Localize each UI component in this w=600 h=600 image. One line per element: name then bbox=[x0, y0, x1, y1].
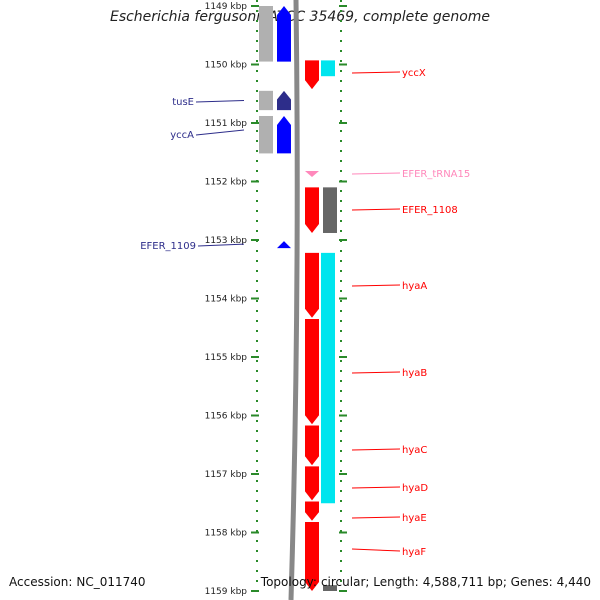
accession-label: Accession: bbox=[9, 575, 73, 589]
gene-label-hyad[interactable]: hyaD bbox=[402, 483, 428, 494]
leader-line-efer-1109 bbox=[197, 243, 245, 247]
feature-hyac[interactable] bbox=[305, 425, 319, 466]
tick-layer: 1149 kbp 1150 kbp 1151 kbp 1152 kbp 1153 kbp… bbox=[205, 2, 347, 597]
reverse-gray-segment bbox=[323, 187, 337, 233]
tick-label: 1153 kbp bbox=[205, 236, 248, 246]
feature-layer bbox=[277, 6, 319, 591]
leader-line-ycca bbox=[195, 129, 245, 136]
topology-value: circular bbox=[320, 575, 366, 589]
feature-tracks bbox=[259, 6, 337, 591]
forward-gray-segment bbox=[259, 90, 273, 111]
length-value: 4,588,711 bp bbox=[422, 575, 503, 589]
tick-label: 1157 kbp bbox=[205, 470, 248, 480]
forward-gray-segment bbox=[259, 6, 273, 62]
gene-label-ycca[interactable]: yccA bbox=[170, 130, 194, 141]
leader-line-efer-1108 bbox=[351, 208, 401, 211]
gene-label-efer-1109[interactable]: EFER_1109 bbox=[140, 241, 196, 252]
tick-label: 1155 kbp bbox=[205, 353, 248, 363]
reverse-cyan-segment bbox=[321, 60, 335, 77]
length-label: Length: bbox=[373, 575, 419, 589]
reverse-cyan-segment bbox=[321, 252, 335, 504]
feature-efer-1109[interactable] bbox=[277, 241, 291, 249]
feature-hyaa[interactable] bbox=[305, 252, 319, 318]
feature-hyaf[interactable] bbox=[305, 521, 319, 591]
leader-line-yccx bbox=[351, 71, 401, 74]
forward-gray-segment bbox=[259, 115, 273, 154]
tick-label: 1151 kbp bbox=[205, 119, 248, 129]
tick-label: 1149 kbp bbox=[205, 2, 248, 12]
feature-hyae[interactable] bbox=[305, 501, 319, 521]
gene-label-efer-1108[interactable]: EFER_1108 bbox=[402, 205, 458, 216]
genes-value: 4,440 bbox=[556, 575, 591, 589]
tick-label: 1158 kbp bbox=[205, 529, 248, 539]
dotted-track-lines bbox=[256, 0, 342, 600]
gene-label-hyae[interactable]: hyaE bbox=[402, 513, 427, 524]
leader-line-hyaa bbox=[351, 284, 401, 287]
tick-label: 1152 kbp bbox=[205, 178, 248, 188]
backbone-arc bbox=[288, 0, 300, 600]
gene-label-tuse[interactable]: tusE bbox=[172, 97, 194, 108]
leader-line-hyac bbox=[351, 448, 401, 451]
tick-label: 1159 kbp bbox=[205, 587, 248, 597]
leader-line-efer-trna15 bbox=[351, 172, 401, 175]
feature-yccx[interactable] bbox=[305, 60, 319, 90]
gene-label-hyaf[interactable]: hyaF bbox=[402, 547, 426, 558]
leader-line-hyad bbox=[351, 486, 401, 489]
genome-stats: Topology: circular; Length: 4,588,711 bp; … bbox=[260, 575, 591, 589]
leader-line-tuse bbox=[195, 99, 245, 103]
gene-label-hyaa[interactable]: hyaA bbox=[402, 281, 427, 292]
accession-info: Accession: NC_011740 bbox=[9, 575, 146, 589]
label-layer: tusE yccA EFER_1109 yccX EFER_tRNA15 EFER_110… bbox=[140, 68, 470, 558]
gene-label-hyab[interactable]: hyaB bbox=[402, 368, 427, 379]
leader-line-hyae bbox=[351, 516, 401, 519]
tick-label: 1156 kbp bbox=[205, 412, 248, 422]
accession-value: NC_011740 bbox=[76, 575, 146, 589]
gene-label-hyac[interactable]: hyaC bbox=[402, 445, 427, 456]
feature-ycca[interactable] bbox=[277, 115, 291, 154]
backbone bbox=[288, 0, 300, 600]
leader-line-hyaf bbox=[351, 548, 401, 552]
feature-hyad[interactable] bbox=[305, 466, 319, 501]
tick-label: 1154 kbp bbox=[205, 295, 248, 305]
feature-unnamed[interactable] bbox=[277, 6, 291, 62]
feature-hyab[interactable] bbox=[305, 318, 319, 425]
genes-label: Genes: bbox=[510, 575, 553, 589]
feature-efer-1108[interactable] bbox=[305, 187, 319, 233]
feature-tuse[interactable] bbox=[277, 90, 291, 111]
feature-efer-trna15[interactable] bbox=[305, 170, 319, 177]
tick-label: 1150 kbp bbox=[205, 61, 248, 71]
topology-label: Topology: bbox=[260, 575, 317, 589]
gene-label-yccx[interactable]: yccX bbox=[402, 68, 426, 79]
map-title: Escherichia fergusonii ATCC 35469, compl… bbox=[109, 9, 491, 25]
reverse-gray-segment bbox=[323, 585, 337, 591]
gene-label-efer-trna15[interactable]: EFER_tRNA15 bbox=[402, 169, 470, 180]
leader-line-hyab bbox=[351, 371, 401, 374]
